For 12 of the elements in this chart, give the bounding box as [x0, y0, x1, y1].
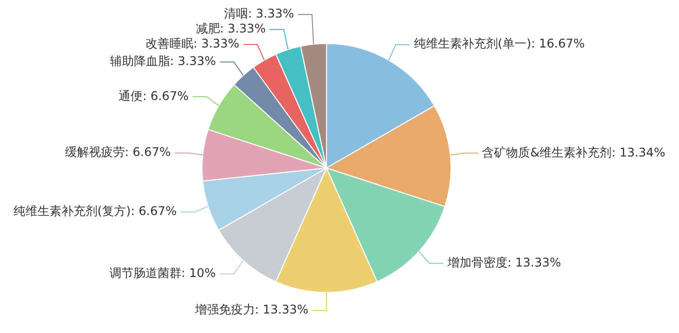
slice-label: 辅助降血脂: 3.33%: [110, 54, 216, 68]
slice-label: 减肥: 3.33%: [196, 22, 266, 36]
slice-label: 缓解视疲劳: 6.67%: [64, 145, 171, 160]
slice-label: 增加骨密度: 13.33%: [446, 256, 561, 270]
slice-label: 清咽: 3.33%: [224, 6, 294, 21]
slice-label: 含矿物质&维生素补充剂: 13.34%: [482, 145, 666, 160]
slice-label: 通便: 6.67%: [118, 88, 189, 103]
slice-label: 纯维生素补充剂(单一): 16.67%: [414, 36, 585, 51]
slice-label: 纯维生素补充剂(复方): 6.67%: [13, 204, 177, 218]
slice-label: 调节肠道菌群: 10%: [109, 266, 216, 280]
slice-label: 改善睡眠: 3.33%: [145, 36, 240, 51]
slice-label: 增强免疫力: 13.33%: [194, 302, 308, 317]
